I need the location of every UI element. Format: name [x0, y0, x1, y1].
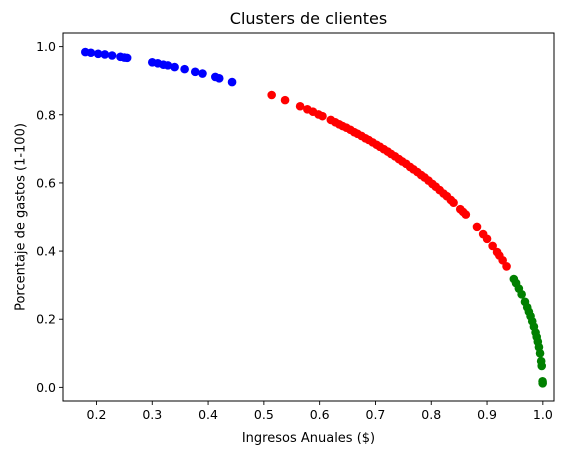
data-point: [100, 50, 110, 59]
x-tick-label: 0.8: [421, 407, 441, 422]
data-point: [280, 95, 290, 105]
data-point: [488, 241, 497, 251]
x-tick-label: 1.0: [533, 407, 553, 422]
data-point: [538, 378, 547, 388]
y-tick-label: 0.4: [36, 244, 56, 259]
x-tick-label: 0.5: [254, 407, 274, 422]
chart-title: Clusters de clientes: [230, 9, 387, 28]
series-0: [81, 47, 237, 87]
data-point: [267, 90, 276, 100]
y-tick-label: 0.8: [36, 107, 56, 122]
y-tick-label: 0.2: [36, 312, 56, 327]
data-point: [227, 77, 237, 87]
y-tick-label: 1.0: [36, 39, 56, 54]
plot-background: [63, 33, 554, 401]
data-point: [472, 222, 482, 232]
data-point: [107, 51, 117, 60]
data-point: [295, 101, 305, 111]
data-point: [537, 361, 547, 371]
x-axis-label: Ingresos Anuales ($): [242, 431, 375, 446]
data-point: [318, 111, 327, 121]
data-point: [461, 210, 471, 219]
data-point: [86, 48, 96, 58]
plot-area: [63, 33, 554, 401]
data-point: [180, 64, 189, 74]
series-2: [509, 274, 547, 388]
x-axis-ticks: 0.2 0.3 0.4 0.5 0.6 0.7 0.8 0.9 1.0: [87, 401, 553, 422]
x-tick-label: 0.4: [198, 407, 218, 422]
data-point: [535, 349, 545, 358]
data-point: [214, 74, 224, 83]
data-point: [482, 234, 492, 244]
data-point: [190, 67, 200, 77]
x-tick-label: 0.9: [477, 407, 497, 422]
y-axis-label: Porcentaje de gastos (1-100): [14, 123, 29, 311]
data-point: [93, 49, 103, 59]
data-point: [498, 255, 507, 265]
plot-frame: [62, 32, 555, 402]
data-point: [517, 290, 526, 299]
x-tick-label: 0.7: [366, 407, 386, 422]
data-point: [449, 198, 458, 207]
data-point: [170, 62, 179, 72]
data-point: [502, 262, 511, 271]
y-tick-label: 0.6: [36, 175, 56, 190]
data-points: [81, 47, 547, 388]
x-tick-label: 0.6: [310, 407, 330, 422]
y-tick-label: 0.0: [36, 380, 56, 395]
x-tick-label: 0.3: [142, 407, 162, 422]
series-1: [267, 90, 511, 271]
data-point: [122, 53, 132, 63]
data-point: [198, 69, 207, 78]
y-axis-ticks: 0.0 0.2 0.4 0.6 0.8 1.0: [36, 39, 63, 395]
data-point: [163, 61, 173, 70]
x-tick-label: 0.2: [87, 407, 107, 422]
